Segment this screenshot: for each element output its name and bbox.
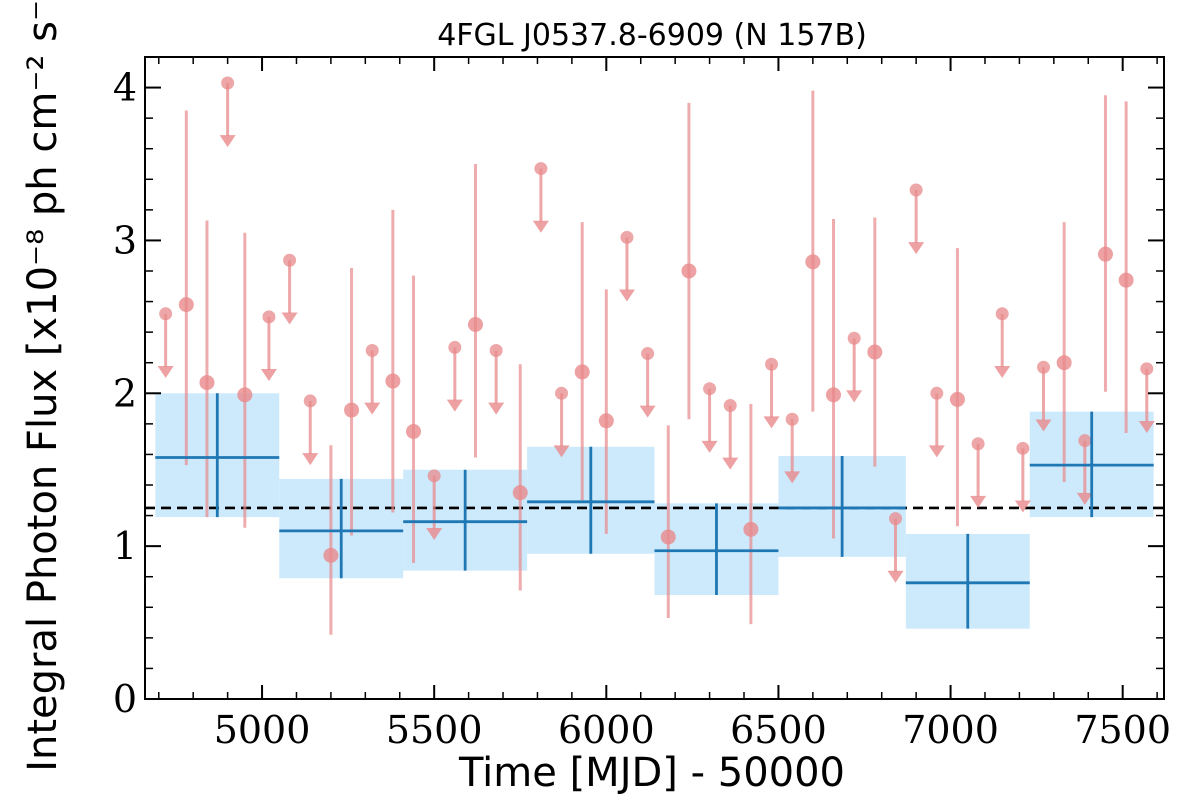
upper-limit-marker <box>888 512 902 526</box>
y-tick-label: 1 <box>113 524 137 568</box>
detection-marker <box>512 485 528 501</box>
upper-limit-arrowhead <box>553 445 570 458</box>
detection-marker <box>805 254 821 270</box>
upper-limit-marker <box>1016 441 1030 455</box>
upper-limit-arrowhead <box>1035 419 1052 432</box>
y-tick-label: 4 <box>113 66 137 110</box>
upper-limit-arrowhead <box>784 471 801 484</box>
plot-frame <box>144 56 1165 700</box>
upper-limit-marker <box>159 307 173 321</box>
upper-limit-marker <box>847 331 861 345</box>
detection-marker <box>323 547 339 563</box>
upper-limit-arrowhead <box>846 390 863 403</box>
x-tick-label: 7500 <box>1074 708 1171 752</box>
detection-marker <box>660 529 676 545</box>
upper-limit-marker <box>1078 434 1092 448</box>
upper-limit-arrowhead <box>639 405 656 418</box>
detection-marker <box>1118 272 1134 288</box>
upper-limit-arrowhead <box>887 570 904 583</box>
upper-limit-marker <box>971 437 985 451</box>
x-tick-label: 6500 <box>730 708 827 752</box>
upper-limit-arrowhead <box>970 495 987 508</box>
upper-limit-arrowhead <box>763 416 780 429</box>
detection-marker <box>385 373 401 389</box>
upper-limit-marker <box>489 343 503 357</box>
upper-limit-arrowhead <box>701 440 718 453</box>
upper-limit-arrowhead <box>302 453 319 466</box>
detection-marker <box>344 402 360 418</box>
detection-marker <box>743 521 759 537</box>
detection-marker <box>237 387 253 403</box>
upper-limit-marker <box>365 343 379 357</box>
y-tick-label: 0 <box>113 677 137 721</box>
upper-limit-marker <box>765 357 779 371</box>
x-tick-label: 5500 <box>386 708 483 752</box>
upper-limit-marker <box>555 386 569 400</box>
upper-limit-arrowhead <box>1076 492 1093 505</box>
upper-limit-marker <box>995 307 1009 321</box>
upper-limit-marker <box>930 386 944 400</box>
upper-limit-marker <box>283 253 297 267</box>
upper-limit-marker <box>1037 360 1051 374</box>
y-axis-label: Integral Photon Flux [x10⁻⁸ ph cm⁻² s⁻¹] <box>20 0 66 772</box>
detection-marker <box>681 263 697 279</box>
x-axis-label: Time [MJD] - 50000 <box>458 750 845 796</box>
upper-limit-marker <box>785 412 799 426</box>
upper-limit-arrowhead <box>722 457 739 470</box>
upper-limit-marker <box>448 340 462 354</box>
detection-marker <box>199 375 215 391</box>
upper-limit-marker <box>723 399 737 413</box>
upper-limit-marker <box>1140 362 1154 376</box>
upper-limit-arrowhead <box>219 135 236 148</box>
upper-limit-arrowhead <box>618 289 635 302</box>
upper-limit-marker <box>620 230 634 244</box>
upper-limit-arrowhead <box>260 369 277 381</box>
plot-area: 5000 5500 6000 6500 7000 7500 0 1 2 3 4 <box>113 56 1171 752</box>
detection-marker <box>826 387 842 403</box>
x-tick-label: 7000 <box>902 708 999 752</box>
upper-limit-marker <box>703 382 717 396</box>
chart-title: 4FGL J0537.8-6909 (N 157B) <box>437 18 867 53</box>
detection-marker <box>1056 355 1072 371</box>
upper-limit-marker <box>221 76 235 90</box>
x-tick-label: 5000 <box>214 708 311 752</box>
detection-marker <box>598 413 614 429</box>
upper-limit-arrowhead <box>1014 500 1031 513</box>
upper-limit-arrowhead <box>488 402 505 415</box>
upper-limit-marker <box>909 183 923 197</box>
upper-limit-arrowhead <box>446 399 463 412</box>
detection-marker <box>574 364 590 380</box>
detection-marker <box>406 424 422 439</box>
detection-marker <box>1097 246 1113 262</box>
upper-limit-marker <box>641 347 655 361</box>
upper-limit-arrowhead <box>1138 420 1155 433</box>
detection-marker <box>949 391 965 407</box>
upper-limit-arrowhead <box>994 365 1011 378</box>
upper-limit-arrowhead <box>928 445 945 458</box>
upper-limit-marker <box>534 162 548 176</box>
y-tick-label: 2 <box>113 371 137 415</box>
detection-marker <box>178 297 194 313</box>
upper-limit-arrowhead <box>532 220 549 233</box>
upper-limit-arrowhead <box>157 365 174 378</box>
x-tick-label: 6000 <box>558 708 655 752</box>
upper-limit-arrowhead <box>364 402 381 415</box>
y-tick-label: 3 <box>113 218 137 262</box>
detection-marker <box>867 344 883 360</box>
upper-limit-marker <box>427 469 441 483</box>
upper-limit-arrowhead <box>908 242 925 255</box>
upper-limit-marker <box>303 394 317 408</box>
upper-limit-arrowhead <box>426 527 443 540</box>
upper-limit-arrowhead <box>281 312 298 325</box>
upper-limit-marker <box>262 310 276 324</box>
detection-marker <box>467 317 483 332</box>
